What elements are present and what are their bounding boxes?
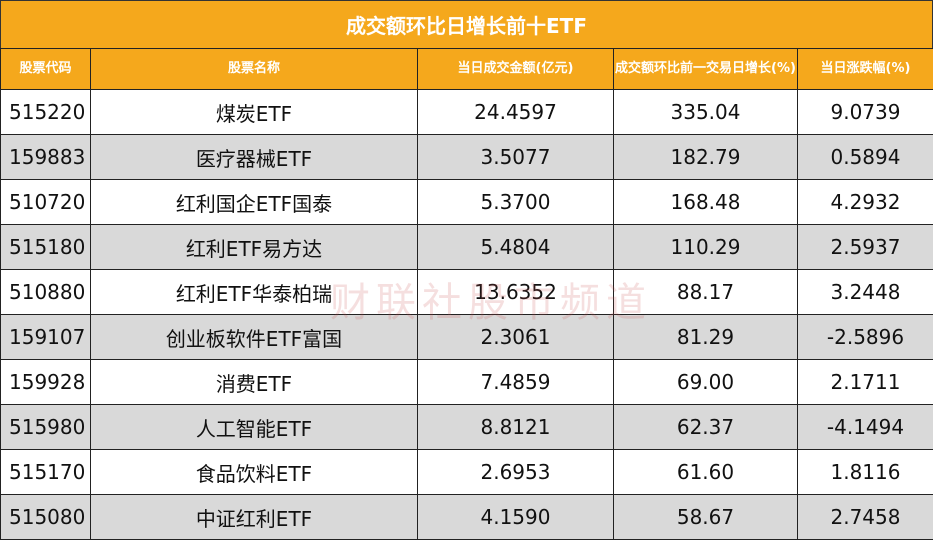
cell: 5.3700 xyxy=(417,179,614,225)
cell: 9.0739 xyxy=(797,89,933,135)
header-row: 股票代码 股票名称 当日成交金额(亿元) 成交额环比前一交易日增长(%) 当日涨跌幅(%… xyxy=(0,48,933,90)
table-row: 510880 红利ETF华泰柏瑞 13.6352 88.17 3.2448 xyxy=(0,269,933,315)
table-row: 159883 医疗器械ETF 3.5077 182.79 0.5894 xyxy=(0,134,933,180)
header-cell: 股票名称 xyxy=(90,48,418,90)
table-body: 515220 煤炭ETF 24.4597 335.04 9.0739 159883 医疗器械… xyxy=(0,89,933,540)
table-row: 515220 煤炭ETF 24.4597 335.04 9.0739 xyxy=(0,89,933,135)
cell: -2.5896 xyxy=(797,314,933,360)
cell: 红利国企ETF国泰 xyxy=(90,179,418,225)
cell: 8.8121 xyxy=(417,404,614,450)
code-cell: 515220 xyxy=(0,89,91,135)
cell: 2.6953 xyxy=(417,449,614,495)
etf-table: 股票代码 股票名称 当日成交金额(亿元) 成交额环比前一交易日增长(%) 当日涨跌幅(%… xyxy=(0,48,933,540)
cell: 医疗器械ETF xyxy=(90,134,418,180)
cell: 人工智能ETF xyxy=(90,404,418,450)
cell: 2.3061 xyxy=(417,314,614,360)
cell: 4.1590 xyxy=(417,494,614,540)
cell: 2.7458 xyxy=(797,494,933,540)
cell: 81.29 xyxy=(613,314,798,360)
cell: 2.1711 xyxy=(797,359,933,405)
table-row: 515180 红利ETF易方达 5.4804 110.29 2.5937 xyxy=(0,224,933,270)
header-cell: 股票代码 xyxy=(0,48,91,90)
cell: 1.8116 xyxy=(797,449,933,495)
cell: 69.00 xyxy=(613,359,798,405)
code-cell: 159107 xyxy=(0,314,91,360)
cell: 24.4597 xyxy=(417,89,614,135)
table-title: 成交额环比日增长前十ETF xyxy=(0,0,933,48)
code-cell: 515080 xyxy=(0,494,91,540)
cell: 红利ETF易方达 xyxy=(90,224,418,270)
header-cell: 当日成交金额(亿元) xyxy=(417,48,614,90)
cell: 5.4804 xyxy=(417,224,614,270)
table-row: 510720 红利国企ETF国泰 5.3700 168.48 4.2932 xyxy=(0,179,933,225)
cell: 3.5077 xyxy=(417,134,614,180)
table-row: 159928 消费ETF 7.4859 69.00 2.1711 xyxy=(0,359,933,405)
cell: -4.1494 xyxy=(797,404,933,450)
cell: 61.60 xyxy=(613,449,798,495)
cell: 62.37 xyxy=(613,404,798,450)
code-cell: 510880 xyxy=(0,269,91,315)
table-row: 515170 食品饮料ETF 2.6953 61.60 1.8116 xyxy=(0,449,933,495)
cell: 182.79 xyxy=(613,134,798,180)
cell: 13.6352 xyxy=(417,269,614,315)
cell: 煤炭ETF xyxy=(90,89,418,135)
table-row: 515080 中证红利ETF 4.1590 58.67 2.7458 xyxy=(0,494,933,540)
cell: 消费ETF xyxy=(90,359,418,405)
code-cell: 159883 xyxy=(0,134,91,180)
cell: 创业板软件ETF富国 xyxy=(90,314,418,360)
cell: 7.4859 xyxy=(417,359,614,405)
cell: 168.48 xyxy=(613,179,798,225)
code-cell: 510720 xyxy=(0,179,91,225)
cell: 110.29 xyxy=(613,224,798,270)
cell: 食品饮料ETF xyxy=(90,449,418,495)
cell: 4.2932 xyxy=(797,179,933,225)
table-row: 515980 人工智能ETF 8.8121 62.37 -4.1494 xyxy=(0,404,933,450)
code-cell: 159928 xyxy=(0,359,91,405)
cell: 3.2448 xyxy=(797,269,933,315)
cell: 58.67 xyxy=(613,494,798,540)
cell: 335.04 xyxy=(613,89,798,135)
table-row: 159107 创业板软件ETF富国 2.3061 81.29 -2.5896 xyxy=(0,314,933,360)
cell: 0.5894 xyxy=(797,134,933,180)
cell: 88.17 xyxy=(613,269,798,315)
code-cell: 515180 xyxy=(0,224,91,270)
cell: 中证红利ETF xyxy=(90,494,418,540)
code-cell: 515170 xyxy=(0,449,91,495)
code-cell: 515980 xyxy=(0,404,91,450)
header-cell: 当日涨跌幅(%) xyxy=(797,48,933,90)
cell: 红利ETF华泰柏瑞 xyxy=(90,269,418,315)
cell: 2.5937 xyxy=(797,224,933,270)
header-cell: 成交额环比前一交易日增长(%) xyxy=(613,48,798,90)
